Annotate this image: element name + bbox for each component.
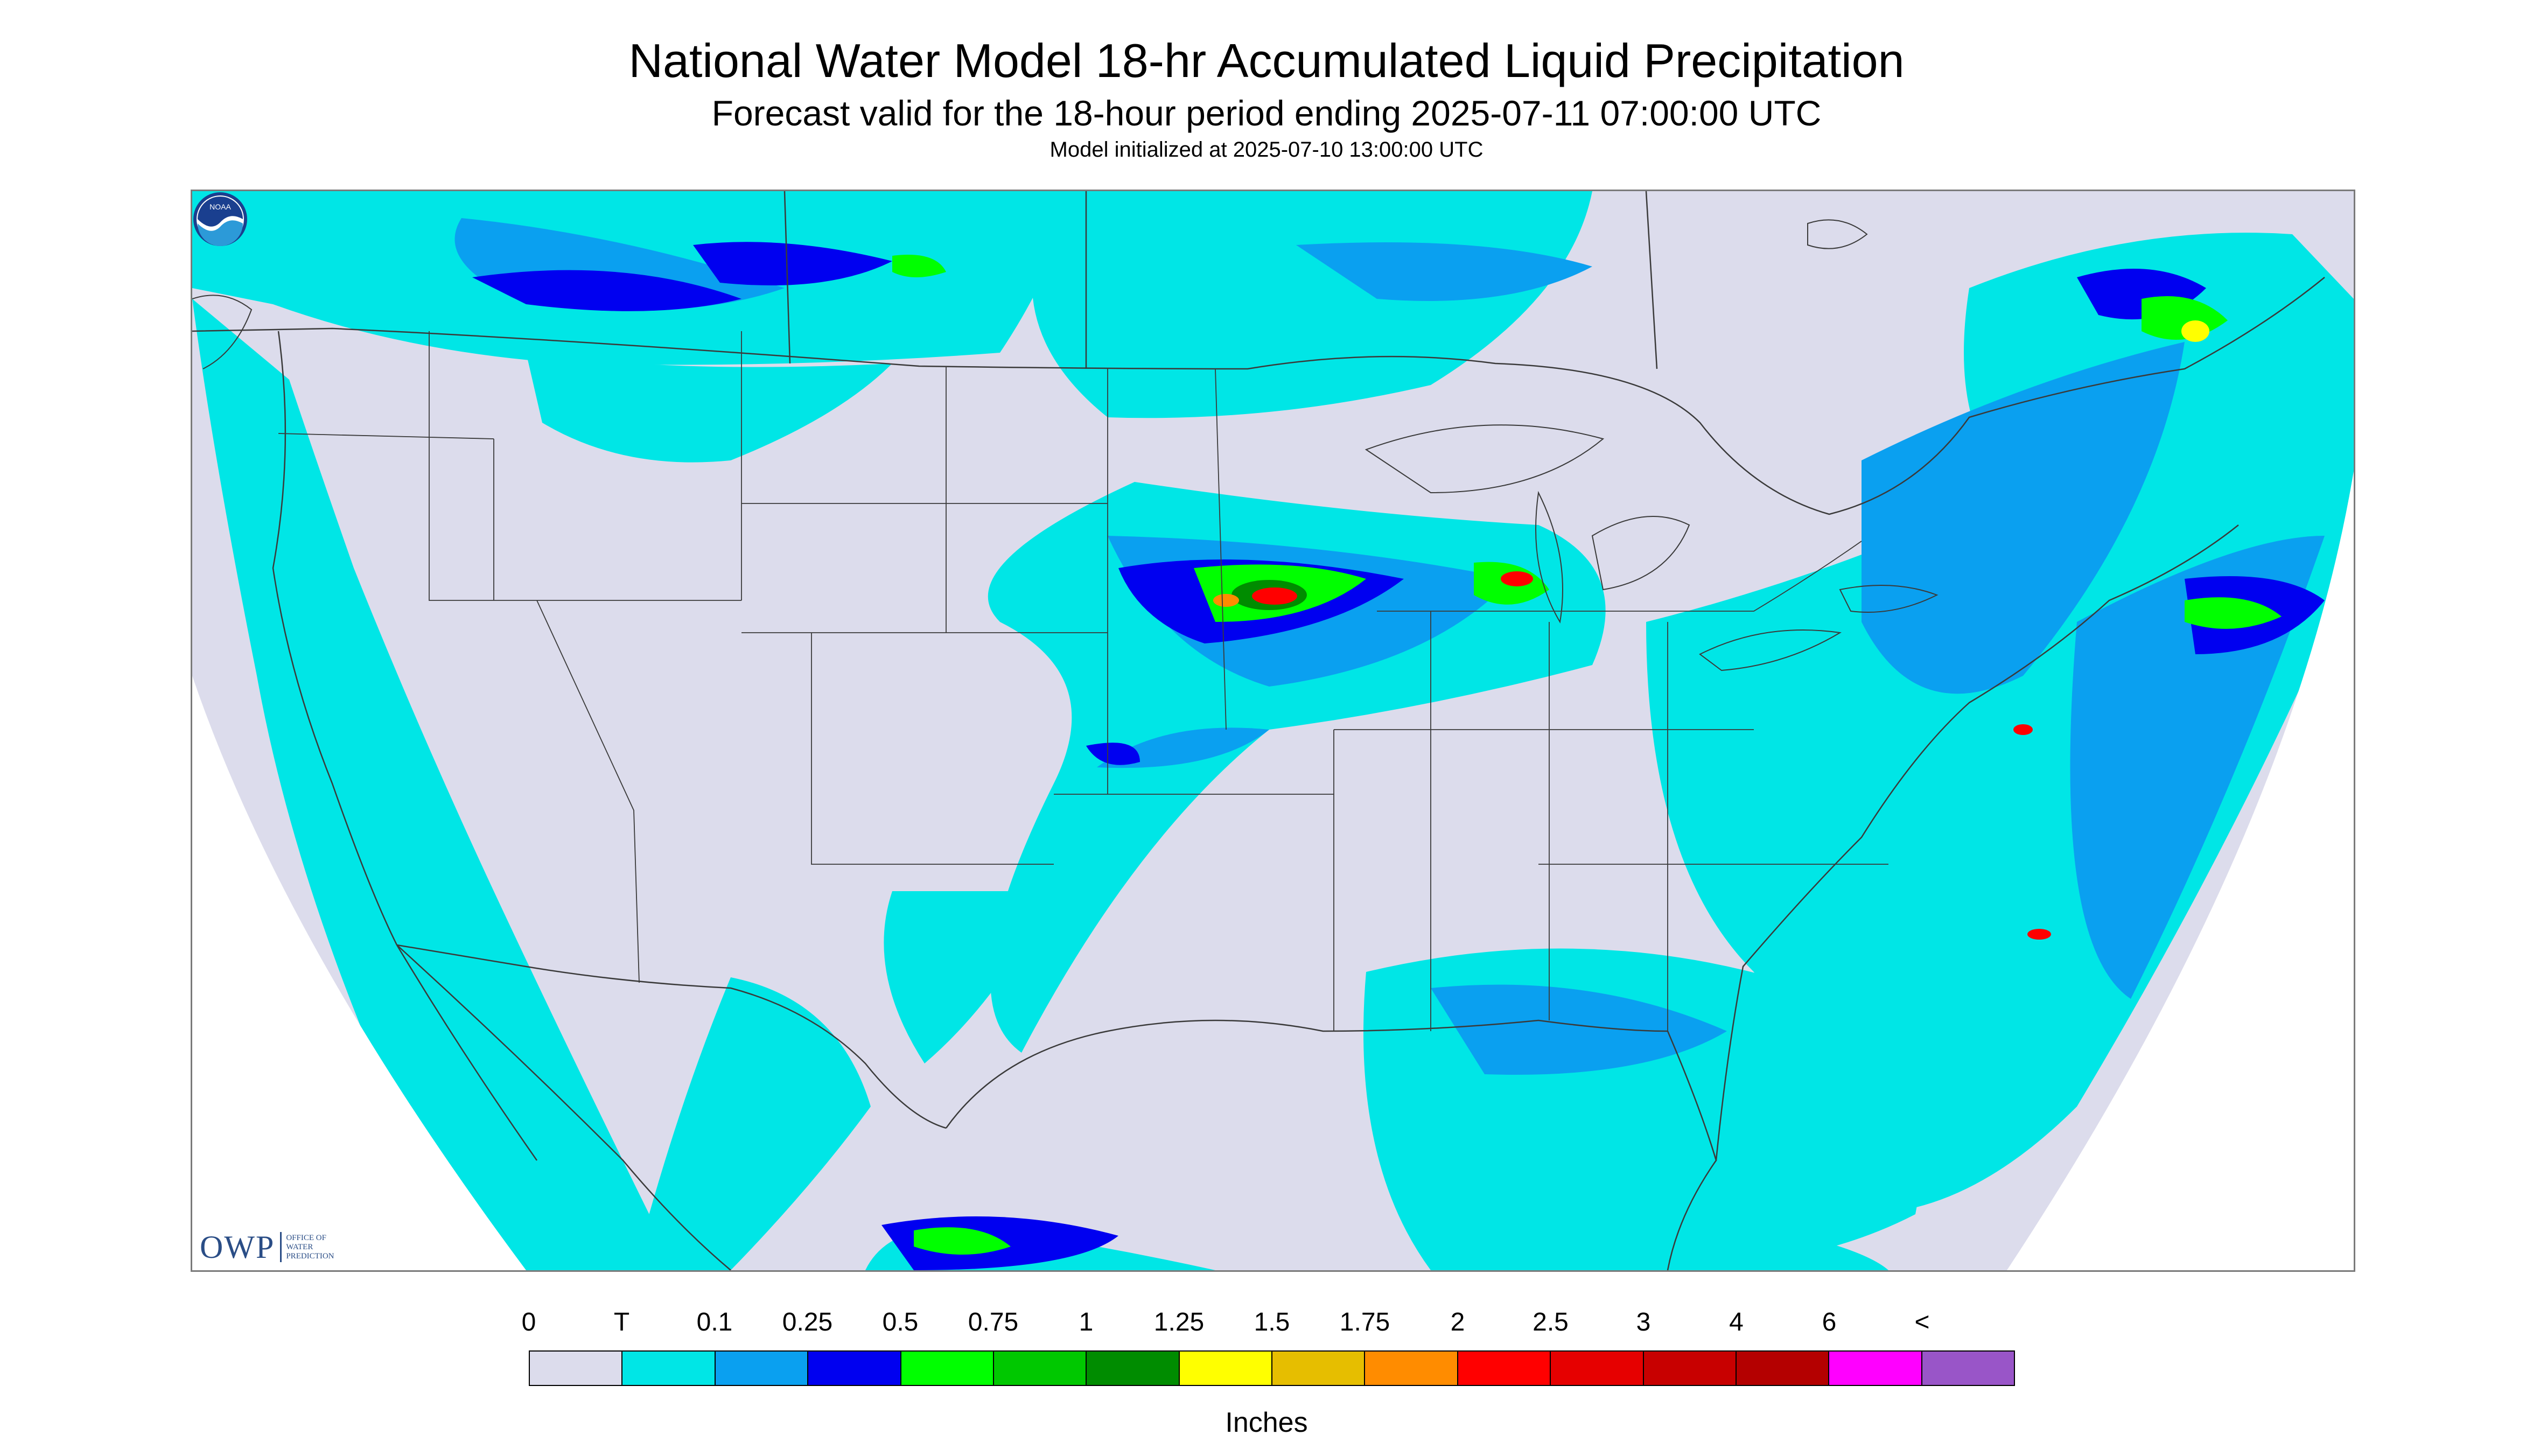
legend-tick-label: 4 <box>1729 1308 1744 1336</box>
legend-tick-label: 6 <box>1822 1308 1837 1336</box>
legend-tick-label: 0.1 <box>696 1308 733 1336</box>
map-title: National Water Model 18-hr Accumulated L… <box>628 34 1905 87</box>
us-west-coast <box>272 331 398 946</box>
owp-logo-text: OFFICE OF WATER PREDICTION <box>286 1234 334 1261</box>
owp-logo-line: WATER <box>286 1242 313 1251</box>
legend-swatch <box>1735 1350 1830 1386</box>
owp-logo-divider <box>280 1232 282 1262</box>
noaa-logo-text: NOAA <box>209 202 231 211</box>
legend-tick-label: 2 <box>1450 1308 1465 1336</box>
atlantic-coast <box>1715 524 2239 1161</box>
legend-swatch <box>807 1350 901 1386</box>
legend-swatch <box>1550 1350 1644 1386</box>
baja <box>396 944 538 1161</box>
precipitation-map: OWP OFFICE OF WATER PREDICTION NOAA <box>191 190 2355 1272</box>
legend-swatch <box>621 1350 716 1386</box>
legend-tick-label: < <box>1914 1308 1930 1336</box>
outside-domain-right <box>2007 471 2354 1270</box>
legend-tick-label: T <box>613 1308 630 1336</box>
precip-heavy-cores <box>1213 320 2209 940</box>
legend-tick-label: 1 <box>1079 1308 1094 1336</box>
legend-swatch <box>1271 1350 1366 1386</box>
precip-field <box>192 191 2354 1270</box>
canada-provinces <box>783 191 1658 369</box>
us-canada-border <box>192 277 2325 515</box>
noaa-logo: NOAA <box>193 192 247 246</box>
map-subtitle: Forecast valid for the 18-hour period en… <box>711 93 1822 133</box>
legend-tick-label: 0.5 <box>882 1308 919 1336</box>
legend-tick-label: 1.5 <box>1254 1308 1290 1336</box>
map-canvas <box>192 191 2354 1270</box>
legend-swatch <box>1178 1350 1272 1386</box>
legend-swatch <box>1086 1350 1180 1386</box>
legend-swatch <box>992 1350 1087 1386</box>
state-lines <box>278 331 1888 1031</box>
coastline-detail <box>192 219 1868 369</box>
legend-swatch <box>900 1350 994 1386</box>
legend-swatch <box>714 1350 809 1386</box>
political-boundaries <box>192 191 2325 1270</box>
legend-swatch <box>529 1350 623 1386</box>
owp-logo: OWP OFFICE OF WATER PREDICTION <box>200 1229 334 1265</box>
legend-swatch <box>1457 1350 1551 1386</box>
gulf-coast <box>945 1019 1717 1270</box>
color-legend: 0 T 0.1 0.25 0.5 0.75 1 1.25 1.5 1.75 2 2.5 3 4 6 < <box>522 1307 2015 1420</box>
great-lakes <box>1365 424 1939 671</box>
owp-logo-mark: OWP <box>200 1229 275 1265</box>
legend-swatch <box>1828 1350 1922 1386</box>
model-init-time: Model initialized at 2025-07-10 13:00:00… <box>1049 138 1484 162</box>
legend-units: Inches <box>1225 1407 1308 1438</box>
legend-swatch <box>1364 1350 1458 1386</box>
outside-domain-left <box>192 676 526 1270</box>
legend-tick-label: 0 <box>521 1308 536 1336</box>
legend-tick-label: 1.75 <box>1339 1308 1390 1336</box>
legend-tick-label: 3 <box>1636 1308 1651 1336</box>
legend-tick-label: 1.25 <box>1153 1308 1205 1336</box>
legend-swatch <box>1642 1350 1737 1386</box>
legend-tick-label: 0.25 <box>782 1308 833 1336</box>
legend-swatch <box>1921 1350 2015 1386</box>
owp-logo-line: PREDICTION <box>286 1251 334 1261</box>
legend-tick-label: 2.5 <box>1533 1308 1569 1336</box>
legend-tick-label: 0.75 <box>968 1308 1019 1336</box>
owp-logo-line: OFFICE OF <box>286 1233 326 1242</box>
legend-colorbar <box>529 1350 2015 1386</box>
us-mexico-border <box>396 944 947 1129</box>
mexico-west-coast <box>396 944 731 1270</box>
